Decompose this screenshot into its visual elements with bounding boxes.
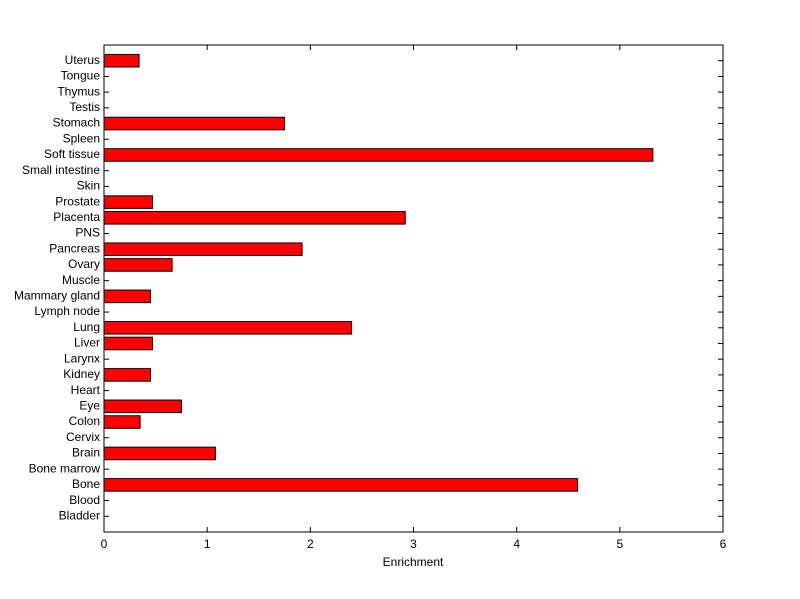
y-tick-label: Pancreas xyxy=(49,241,100,255)
y-tick-label: Skin xyxy=(77,179,100,193)
y-tick-label: Brain xyxy=(72,446,100,460)
y-tick-label: Kidney xyxy=(63,367,100,381)
y-tick-label: PNS xyxy=(75,226,100,240)
bar xyxy=(103,478,579,492)
bar xyxy=(103,446,216,461)
y-tick-label: Larynx xyxy=(64,351,100,365)
y-tick-label: Lung xyxy=(73,320,100,334)
y-tick-label: Blood xyxy=(69,493,100,507)
x-tick-label: 4 xyxy=(513,537,520,551)
x-axis-label: Enrichment xyxy=(383,555,444,569)
bar xyxy=(103,399,182,414)
bar xyxy=(103,116,286,131)
bar xyxy=(103,211,406,225)
bar xyxy=(103,195,153,209)
y-tick-label: Bone marrow xyxy=(29,461,101,475)
bar xyxy=(103,336,153,351)
y-tick-label: Mammary gland xyxy=(14,289,100,303)
x-tick-label: 1 xyxy=(204,537,211,551)
y-tick-label: Ovary xyxy=(68,257,100,271)
y-tick-label: Liver xyxy=(74,336,100,350)
y-tick-label: Colon xyxy=(69,414,100,428)
bar xyxy=(103,415,141,429)
y-tick-label: Prostate xyxy=(55,194,100,208)
y-tick-label: Uterus xyxy=(65,53,100,67)
bar xyxy=(103,368,151,382)
bar xyxy=(103,148,654,162)
y-tick-label: Heart xyxy=(71,383,101,397)
y-tick-label: Bladder xyxy=(59,508,100,522)
x-tick-label: 5 xyxy=(616,537,623,551)
y-tick-label: Placenta xyxy=(53,210,100,224)
y-tick-label: Lymph node xyxy=(34,304,100,318)
x-tick-label: 0 xyxy=(101,537,108,551)
y-tick-label: Thymus xyxy=(57,84,100,98)
bar xyxy=(103,258,173,272)
x-tick-label: 3 xyxy=(410,537,417,551)
bar xyxy=(103,320,353,335)
y-tick-label: Small intestine xyxy=(22,163,100,177)
y-tick-label: Bone xyxy=(72,477,100,491)
y-tick-label: Spleen xyxy=(63,131,100,145)
y-tick-label: Testis xyxy=(69,100,100,114)
x-tick-label: 2 xyxy=(307,537,314,551)
y-tick-label: Soft tissue xyxy=(44,147,100,161)
y-tick-label: Tongue xyxy=(61,69,101,83)
bar xyxy=(103,53,140,68)
y-tick-label: Muscle xyxy=(62,273,100,287)
x-tick-label: 6 xyxy=(720,537,727,551)
bar xyxy=(103,242,303,257)
bar xyxy=(103,289,151,304)
y-tick-label: Cervix xyxy=(66,430,100,444)
y-tick-label: Stomach xyxy=(53,116,100,130)
y-tick-label: Eye xyxy=(79,398,100,412)
